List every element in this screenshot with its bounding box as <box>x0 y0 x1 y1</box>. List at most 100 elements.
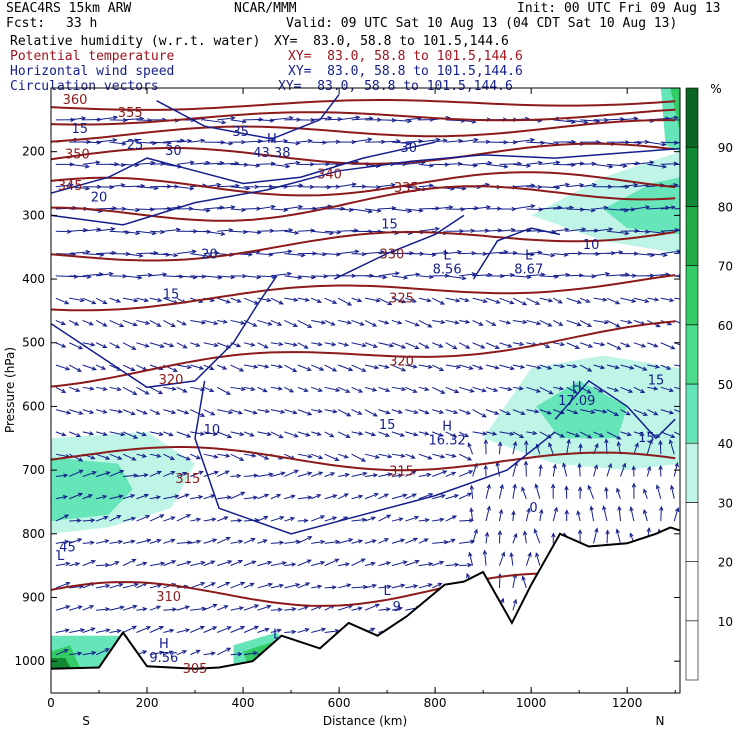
wind-vector <box>311 515 326 522</box>
wind-vector <box>122 275 143 280</box>
wind-vector <box>459 319 471 324</box>
wind-vector <box>655 484 662 499</box>
wind-vector <box>405 515 420 522</box>
wind-vector <box>526 409 540 414</box>
wind-vector <box>620 364 635 370</box>
wind-vector <box>176 186 195 191</box>
plot-frame <box>50 87 681 694</box>
wind-vector <box>418 137 441 143</box>
wind-vector <box>553 386 565 391</box>
wind-vector <box>647 409 659 416</box>
wind-vector <box>176 206 194 211</box>
wind-vector <box>109 469 125 477</box>
wind-vector <box>149 470 162 477</box>
wind-vector <box>203 517 217 522</box>
wind-vector <box>55 473 69 478</box>
wind-vector <box>55 183 74 188</box>
wind-vector <box>604 486 609 499</box>
wind-vector <box>190 319 207 325</box>
wind-vector <box>548 442 554 455</box>
wind-vector <box>324 585 337 590</box>
wind-vector <box>553 297 563 304</box>
wind-vector <box>550 483 556 499</box>
wind-vector <box>445 342 458 350</box>
wind-label: .45 <box>55 540 76 555</box>
field-label-rh: Relative humidity (w.r.t. water) <box>10 34 261 49</box>
wind-vector <box>483 464 488 477</box>
wind-label: 15 <box>381 217 398 232</box>
wind-vector <box>311 297 322 303</box>
wind-vector <box>418 386 430 392</box>
wind-vector <box>459 228 476 234</box>
wind-vector <box>230 319 246 325</box>
wind-vector <box>297 431 311 437</box>
theta-label: 325 <box>389 291 414 306</box>
wind-vector <box>109 342 121 349</box>
wind-vector <box>284 469 300 477</box>
wind-vector <box>82 540 95 545</box>
wind-vector <box>511 510 516 522</box>
axes: 0 200 400 600 800 1000 12002003004005006007008… <box>14 87 681 710</box>
wind-vector <box>378 319 390 325</box>
wind-vector <box>512 204 536 210</box>
wind-vector <box>606 250 624 255</box>
wind-vector <box>499 431 515 436</box>
wind-vector <box>579 431 593 439</box>
wind-vector <box>606 431 622 440</box>
wind-vector <box>257 582 274 589</box>
wind-vector <box>629 506 635 522</box>
wind-vector <box>69 297 85 303</box>
theta-label: 315 <box>175 472 200 487</box>
wind-vector <box>606 320 621 328</box>
extremum-H: H43.38 <box>253 132 290 161</box>
wind-vector <box>190 431 206 436</box>
wind-vector <box>109 386 122 392</box>
wind-vector <box>485 163 509 169</box>
wind-vector <box>270 561 287 567</box>
wind-vector <box>378 297 393 306</box>
wind-vector <box>593 342 606 347</box>
wind-contours <box>51 93 680 535</box>
wind-vector <box>364 493 379 500</box>
wind-vector <box>378 514 392 522</box>
wind-vector <box>405 272 421 277</box>
wind-vector <box>458 431 470 438</box>
wind-vector <box>311 453 324 460</box>
wind-vector <box>95 320 108 327</box>
field-label-wind: Horizontal wind speed <box>10 64 175 79</box>
wind-vector <box>257 297 272 303</box>
wind-vector <box>297 342 309 349</box>
wind-vector <box>523 460 529 477</box>
wind-vector <box>391 297 407 304</box>
wind-vector <box>190 364 205 370</box>
wind-vector <box>311 431 322 436</box>
wind-vector <box>95 453 111 460</box>
wind-vector <box>605 529 610 544</box>
forecast-label: Fcst: <box>6 16 46 31</box>
wind-vector <box>391 409 403 414</box>
wind-vector <box>270 494 282 500</box>
wind-vector <box>243 386 256 392</box>
wind-vector <box>230 518 243 523</box>
wind-vector <box>674 364 680 367</box>
wind-vector <box>297 409 313 416</box>
wind-vector <box>469 507 474 522</box>
wind-vector <box>472 319 484 326</box>
wind-vector <box>297 453 313 459</box>
colorbar: 10 20 30 40 50 60 70 80 90 <box>685 87 733 681</box>
wind-vector <box>324 558 340 567</box>
forecast-hours: 33 h <box>66 16 98 31</box>
extremum-symbol: H <box>572 380 582 395</box>
wind-vector <box>284 230 300 235</box>
wind-vector <box>311 627 327 633</box>
wind-vector <box>190 138 206 143</box>
wind-vector <box>297 471 313 477</box>
wind-vector <box>284 539 301 544</box>
wind-vector <box>647 297 660 302</box>
wind-vector <box>593 464 598 477</box>
wind-vector <box>647 342 659 348</box>
wind-vector <box>606 364 620 370</box>
theta-label: 315 <box>389 465 414 480</box>
wind-vector <box>351 251 367 257</box>
wind-vector <box>593 527 599 544</box>
